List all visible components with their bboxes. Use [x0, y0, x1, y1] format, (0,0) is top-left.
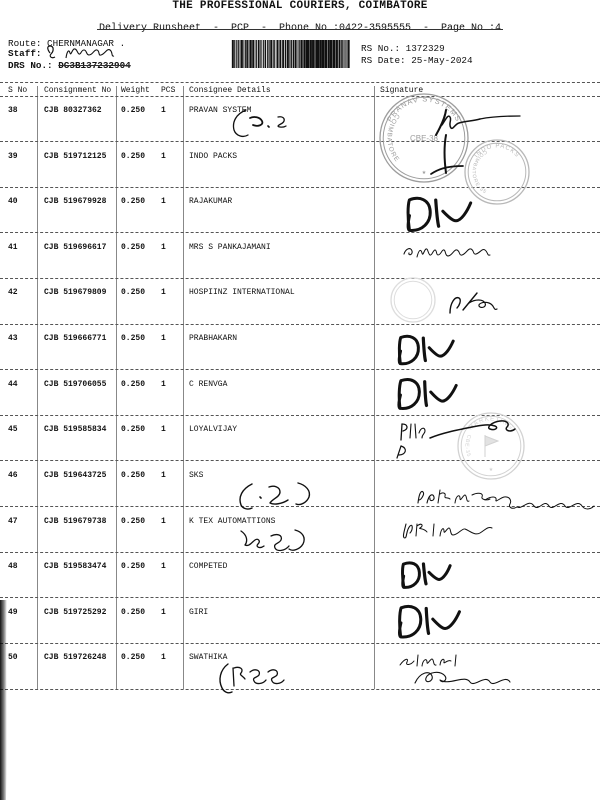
svg-text:★: ★ — [489, 466, 494, 474]
